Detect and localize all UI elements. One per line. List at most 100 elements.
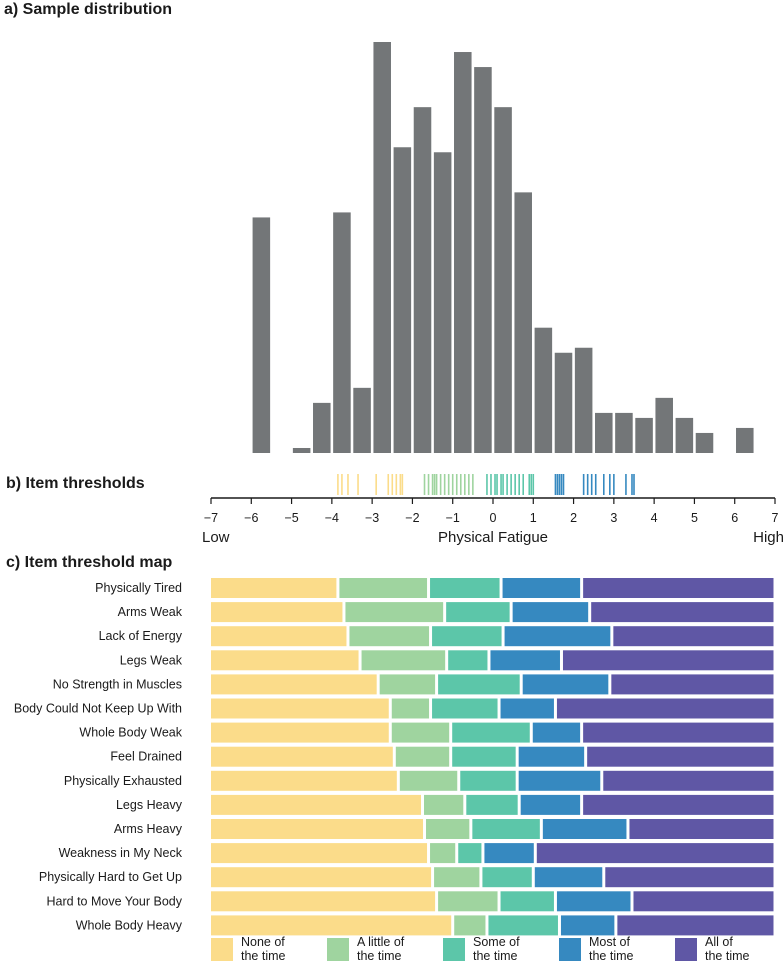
histogram-bar [454, 52, 472, 454]
histogram-bar [736, 427, 754, 453]
axis-high-label: High [753, 529, 784, 546]
panel-b-title: b) Item thresholds [6, 475, 145, 492]
histogram-bar [433, 152, 452, 453]
map-segment [211, 867, 432, 888]
map-row: Hard to Move Your Body [47, 891, 774, 912]
map-row: Legs Heavy [116, 794, 774, 815]
map-segment [490, 650, 560, 671]
axis-tick-label: −1 [446, 511, 460, 525]
map-segment [211, 602, 343, 623]
map-segment [438, 674, 520, 695]
panel-a-title: a) Sample distribution [4, 1, 172, 18]
map-segment [211, 770, 397, 791]
map-segment [438, 891, 498, 912]
map-segment [432, 698, 498, 719]
map-segment [520, 794, 581, 815]
map-segment [430, 843, 456, 864]
map-segment [583, 794, 774, 815]
map-row: No Strength in Muscles [53, 674, 774, 695]
map-row: Legs Weak [120, 650, 774, 671]
histogram-bar [514, 192, 532, 454]
map-segment [518, 770, 601, 791]
item-label: Legs Heavy [116, 798, 183, 812]
map-segment [460, 770, 516, 791]
legend-swatch [327, 938, 349, 961]
map-segment [502, 578, 581, 598]
histogram-bar [353, 387, 371, 453]
map-segment [562, 650, 774, 671]
map-segment [430, 578, 500, 598]
axis-tick-label: −2 [405, 511, 419, 525]
axis-tick-label: 3 [610, 511, 617, 525]
map-segment [613, 626, 774, 647]
map-row: Physically Hard to Get Up [39, 867, 774, 888]
histogram-bar [695, 432, 714, 453]
item-label: Body Could Not Keep Up With [14, 702, 182, 716]
map-segment [629, 819, 774, 839]
map-segment [556, 698, 774, 719]
item-label: Hard to Move Your Body [47, 894, 183, 908]
legend-swatch [675, 938, 697, 961]
histogram-bar [393, 147, 412, 453]
map-segment [560, 915, 615, 936]
legend-label: Some of the time [473, 935, 520, 963]
map-segment [339, 578, 428, 598]
legend-label: A little of the time [357, 935, 405, 963]
axis-tick-label: −5 [284, 511, 298, 525]
histogram-bar [655, 397, 673, 453]
map-row: Body Could Not Keep Up With [14, 698, 774, 719]
x-axis: −7 −6 −5 −4 −3 −2 −1 0 1 2 3 4 5 6 7 [204, 497, 779, 525]
map-row: Arms Weak [118, 602, 774, 623]
axis-tick-label: 5 [691, 511, 698, 525]
map-segment [211, 746, 393, 767]
item-label: Weakness in My Neck [59, 846, 183, 860]
map-segment [458, 843, 482, 864]
legend-item: All of the time [675, 935, 750, 963]
map-segment [611, 674, 774, 695]
map-segment [399, 770, 458, 791]
map-segment [466, 794, 518, 815]
map-segment [454, 915, 486, 936]
map-segment [446, 602, 510, 623]
panel-c-title: c) Item threshold map [6, 554, 172, 571]
map-segment [556, 891, 631, 912]
map-segment [211, 794, 421, 815]
map-segment [379, 674, 436, 695]
histogram [252, 42, 754, 454]
histogram-bar [615, 412, 633, 453]
histogram-bar [313, 402, 331, 453]
map-segment [434, 867, 480, 888]
histogram-bar [474, 67, 492, 453]
map-row: Whole Body Heavy [76, 915, 774, 936]
item-label: Whole Body Weak [79, 726, 182, 740]
map-segment [211, 626, 347, 647]
item-label: Lack of Energy [99, 629, 183, 643]
map-segment [583, 578, 774, 598]
map-segment [395, 746, 450, 767]
map-segment [482, 867, 532, 888]
map-segment [211, 698, 389, 719]
legend-label: None of the time [241, 935, 286, 963]
map-segment [484, 843, 534, 864]
map-segment [361, 650, 446, 671]
map-row: Lack of Energy [99, 626, 774, 647]
histogram-bar [373, 42, 391, 453]
map-segment [345, 602, 444, 623]
map-segment [605, 867, 774, 888]
map-segment [211, 843, 428, 864]
legend-label: All of the time [705, 935, 750, 963]
item-label: Arms Weak [118, 605, 183, 619]
map-row: Physically Tired [95, 578, 774, 598]
map-segment [424, 794, 464, 815]
axis-title: Physical Fatigue [438, 529, 548, 546]
histogram-bar [292, 447, 311, 453]
map-row: Feel Drained [110, 746, 774, 767]
axis-tick-label: 1 [530, 511, 537, 525]
map-segment [211, 891, 436, 912]
histogram-bar [675, 417, 694, 453]
axis-tick-label: −6 [244, 511, 258, 525]
legend-swatch [559, 938, 581, 961]
legend-item: None of the time [211, 935, 286, 963]
map-segment [452, 746, 516, 767]
map-segment [211, 578, 337, 598]
